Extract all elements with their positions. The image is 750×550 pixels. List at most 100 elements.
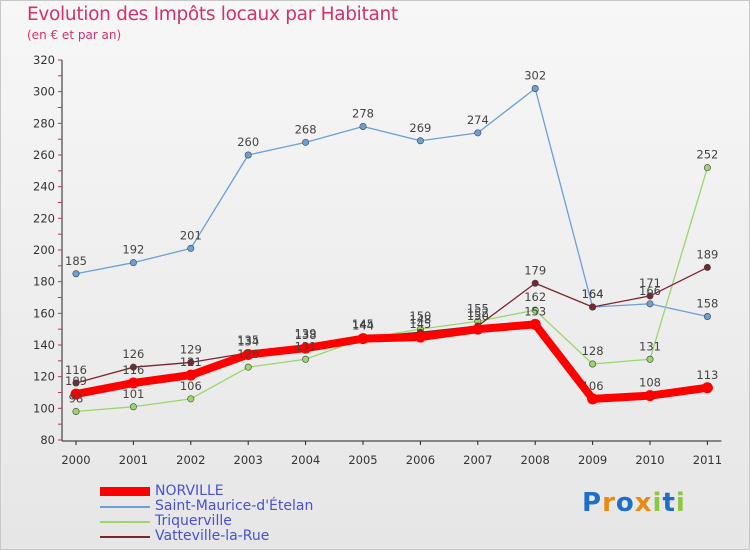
data-label-saint-maurice: 268 bbox=[295, 122, 317, 136]
data-label-vatteville: 152 bbox=[467, 306, 489, 320]
data-point-vatteville bbox=[187, 358, 195, 366]
data-label-vatteville: 148 bbox=[409, 312, 431, 326]
data-point-triquerville bbox=[302, 355, 310, 363]
data-point-triquerville bbox=[531, 306, 539, 314]
data-label-triquerville: 128 bbox=[582, 344, 604, 358]
data-point-saint-maurice bbox=[646, 300, 654, 308]
data-label-saint-maurice: 269 bbox=[409, 121, 431, 135]
x-tick-label: 2007 bbox=[463, 453, 492, 467]
legend-item-saint-maurice: Saint-Maurice-d'Ételan bbox=[100, 499, 313, 514]
data-point-norville bbox=[414, 331, 426, 343]
data-label-saint-maurice: 166 bbox=[639, 284, 661, 298]
data-label-norville: 108 bbox=[639, 376, 661, 390]
data-label-norville: 106 bbox=[582, 379, 604, 393]
data-label-triquerville: 98 bbox=[69, 392, 84, 406]
legend-label-norville: NORVILLE bbox=[155, 483, 224, 499]
y-tick-label: 260 bbox=[33, 148, 55, 162]
data-label-saint-maurice: 302 bbox=[524, 69, 546, 83]
data-point-triquerville bbox=[703, 164, 711, 172]
data-point-norville bbox=[701, 382, 713, 394]
data-point-vatteville bbox=[646, 292, 654, 300]
data-label-vatteville: 179 bbox=[524, 263, 546, 277]
data-point-norville bbox=[185, 369, 197, 381]
data-label-saint-maurice: 278 bbox=[352, 107, 374, 121]
data-point-saint-maurice bbox=[302, 138, 310, 146]
data-label-vatteville: 129 bbox=[180, 342, 202, 356]
data-label-vatteville: 171 bbox=[639, 276, 661, 290]
data-label-norville: 134 bbox=[237, 335, 259, 349]
data-point-saint-maurice bbox=[474, 129, 482, 137]
x-tick-label: 2009 bbox=[578, 453, 607, 467]
x-tick-label: 2002 bbox=[176, 453, 205, 467]
x-tick-label: 2005 bbox=[348, 453, 377, 467]
y-tick-label: 120 bbox=[33, 370, 55, 384]
legend-label-vatteville: Vatteville-la-Rue bbox=[155, 528, 270, 544]
data-label-norville: 121 bbox=[180, 355, 202, 369]
logo-letter: i bbox=[652, 488, 663, 518]
data-point-triquerville bbox=[187, 395, 195, 403]
data-label-triquerville: 252 bbox=[696, 148, 718, 162]
data-point-norville bbox=[472, 323, 484, 335]
x-tick-label: 2003 bbox=[234, 453, 263, 467]
data-label-triquerville: 150 bbox=[409, 309, 431, 323]
data-label-vatteville: 126 bbox=[122, 347, 144, 361]
legend-swatch-saint-maurice bbox=[100, 505, 150, 508]
data-point-triquerville bbox=[646, 355, 654, 363]
legend-item-norville: NORVILLE bbox=[100, 484, 313, 499]
data-label-triquerville: 131 bbox=[639, 339, 661, 353]
data-label-saint-maurice: 164 bbox=[582, 287, 604, 301]
data-point-vatteville bbox=[129, 363, 137, 371]
chart-title: Evolution des Impôts locaux par Habitant bbox=[27, 4, 398, 25]
data-label-norville: 113 bbox=[696, 368, 718, 382]
proxiti-logo: Proxiti bbox=[582, 488, 686, 518]
data-label-norville: 145 bbox=[409, 317, 431, 331]
data-point-saint-maurice bbox=[416, 137, 424, 145]
x-tick-label: 2011 bbox=[693, 453, 722, 467]
y-tick-label: 140 bbox=[33, 338, 55, 352]
data-label-norville: 116 bbox=[122, 363, 144, 377]
data-point-norville bbox=[587, 393, 599, 405]
data-label-saint-maurice: 158 bbox=[696, 297, 718, 311]
data-point-triquerville bbox=[244, 363, 252, 371]
data-label-saint-maurice: 185 bbox=[65, 254, 87, 268]
data-label-triquerville: 155 bbox=[467, 301, 489, 315]
data-point-saint-maurice bbox=[531, 85, 539, 93]
data-point-norville bbox=[300, 342, 312, 354]
data-point-norville bbox=[70, 388, 82, 400]
data-label-vatteville: 164 bbox=[582, 287, 604, 301]
data-label-triquerville: 162 bbox=[524, 290, 546, 304]
data-point-triquerville bbox=[129, 403, 137, 411]
logo-letter: o bbox=[615, 488, 635, 518]
data-label-norville: 153 bbox=[524, 304, 546, 318]
data-label-saint-maurice: 201 bbox=[180, 228, 202, 242]
y-tick-label: 240 bbox=[33, 180, 55, 194]
x-tick-label: 2008 bbox=[521, 453, 550, 467]
logo-letter: P bbox=[582, 488, 603, 518]
legend-label-saint-maurice: Saint-Maurice-d'Ételan bbox=[155, 498, 314, 514]
series-line-saint-maurice bbox=[75, 87, 709, 318]
y-tick-label: 200 bbox=[33, 243, 55, 257]
x-tick-label: 2006 bbox=[406, 453, 435, 467]
data-label-vatteville: 116 bbox=[65, 363, 87, 377]
data-label-norville: 138 bbox=[295, 328, 317, 342]
data-point-saint-maurice bbox=[244, 151, 252, 159]
data-point-saint-maurice bbox=[359, 123, 367, 131]
logo-letter: r bbox=[602, 488, 616, 518]
data-point-saint-maurice bbox=[129, 259, 137, 267]
x-tick-label: 2010 bbox=[635, 453, 664, 467]
data-label-vatteville: 145 bbox=[352, 317, 374, 331]
data-label-saint-maurice: 192 bbox=[122, 243, 144, 257]
data-point-saint-maurice bbox=[187, 244, 195, 252]
data-point-vatteville bbox=[531, 279, 539, 287]
legend: NORVILLE Saint-Maurice-d'Ételan Triquerv… bbox=[100, 484, 313, 544]
legend-swatch-norville bbox=[100, 487, 150, 496]
data-point-vatteville bbox=[703, 263, 711, 271]
data-label-vatteville: 135 bbox=[237, 333, 259, 347]
logo-letter: i bbox=[675, 488, 686, 518]
data-label-vatteville: 189 bbox=[696, 247, 718, 261]
data-point-saint-maurice bbox=[703, 312, 711, 320]
y-tick-label: 300 bbox=[33, 85, 55, 99]
data-label-norville: 150 bbox=[467, 309, 489, 323]
data-point-norville bbox=[357, 333, 369, 345]
